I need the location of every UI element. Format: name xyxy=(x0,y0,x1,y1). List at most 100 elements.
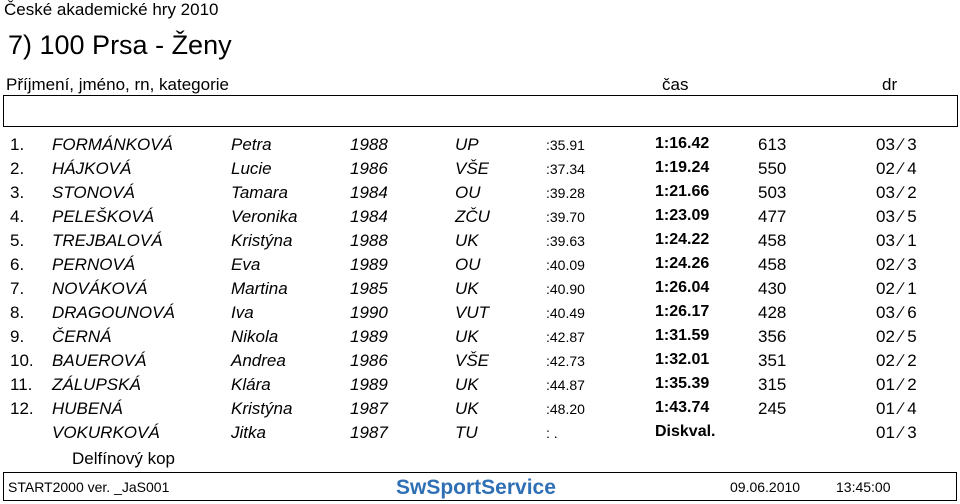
birth-year: 1986 xyxy=(350,351,388,370)
club: OU xyxy=(455,183,481,202)
split-time: :39.28 xyxy=(546,185,585,201)
split-time: :39.70 xyxy=(546,209,585,225)
result-row: 6. PERNOVÁ Eva 1989 OU:40.09 1:24.26 458 02 ∕ 3 xyxy=(0,255,960,279)
surname: PERNOVÁ xyxy=(52,255,136,274)
first-name: Petra xyxy=(231,135,272,154)
rank: 10. xyxy=(10,351,34,370)
first-name: Iva xyxy=(231,303,254,322)
points: 245 xyxy=(758,399,787,418)
result-row: VOKURKOVÁ Jitka 1987 TU: . Diskval. 01 ∕ 3 xyxy=(0,423,960,447)
rank: 2. xyxy=(10,159,25,178)
final-time: 1:24.26 xyxy=(655,255,710,272)
final-time: 1:26.17 xyxy=(655,303,710,320)
split-time: :39.63 xyxy=(546,233,585,249)
surname: VOKURKOVÁ xyxy=(52,423,160,442)
split-time: :40.49 xyxy=(546,305,585,321)
result-row: 12. HUBENÁ Kristýna 1987 UK:48.20 1:43.74 245 0… xyxy=(0,399,960,423)
heat-lane: 03 ∕ 6 xyxy=(876,303,917,322)
print-time: 13:45:00 xyxy=(836,479,891,495)
heat-lane: 02 ∕ 5 xyxy=(876,327,917,346)
heat-lane: 02 ∕ 3 xyxy=(876,255,917,274)
split-time: :40.09 xyxy=(546,257,585,273)
first-name: Kristýna xyxy=(231,231,293,250)
heat-lane: 02 ∕ 4 xyxy=(876,159,917,178)
column-header-dr: dr xyxy=(882,75,898,94)
rank: 8. xyxy=(10,303,25,322)
rank: 5. xyxy=(10,231,25,250)
split-time: :48.20 xyxy=(546,401,585,417)
rank: 1. xyxy=(10,135,25,154)
final-time: Diskval. xyxy=(655,423,716,440)
birth-year: 1984 xyxy=(350,207,388,226)
event-name: České akademické hry 2010 xyxy=(4,0,219,19)
surname: NOVÁKOVÁ xyxy=(52,279,148,298)
final-time: 1:23.09 xyxy=(655,207,710,224)
split-time: :42.73 xyxy=(546,353,585,369)
result-row: 11. ZÁLUPSKÁ Klára 1989 UK:44.87 1:35.39 315 01… xyxy=(0,375,960,399)
birth-year: 1990 xyxy=(350,303,388,322)
points: 503 xyxy=(758,183,787,202)
swsportservice-logo: SwSportService xyxy=(396,476,556,499)
club: VŠE xyxy=(455,351,490,370)
club: UK xyxy=(455,279,479,298)
result-row: 7. NOVÁKOVÁ Martina 1985 UK:40.90 1:26.04 430 0… xyxy=(0,279,960,303)
first-name: Tamara xyxy=(231,183,289,202)
surname: HÁJKOVÁ xyxy=(52,159,132,178)
result-row: 8. DRAGOUNOVÁ Iva 1990 VUT:40.49 1:26.17 428 03… xyxy=(0,303,960,327)
column-header-time: čas xyxy=(662,75,689,94)
birth-year: 1989 xyxy=(350,327,388,346)
rank: 12. xyxy=(10,399,34,418)
final-time: 1:32.01 xyxy=(655,351,710,368)
column-header-name: Příjmení, jméno, rn, kategorie xyxy=(6,75,229,94)
points: 458 xyxy=(758,231,787,250)
birth-year: 1985 xyxy=(350,279,388,298)
surname: BAUEROVÁ xyxy=(52,351,147,370)
result-row: 2. HÁJKOVÁ Lucie 1986 VŠE:37.34 1:19.24 550 02 … xyxy=(0,159,960,183)
header-border-right xyxy=(957,95,958,127)
split-time: :44.87 xyxy=(546,377,585,393)
header-border-left xyxy=(3,95,4,127)
points: 458 xyxy=(758,255,787,274)
heat-lane: 03 ∕ 5 xyxy=(876,207,917,226)
birth-year: 1988 xyxy=(350,231,388,250)
points: 315 xyxy=(758,375,787,394)
surname: ZÁLUPSKÁ xyxy=(52,375,141,394)
footer-bar: START2000 ver. _JaS001 SwSportService 09… xyxy=(3,472,957,501)
result-row: 9. ČERNÁ Nikola 1989 UK:42.87 1:31.59 356 02 ∕ … xyxy=(0,327,960,351)
rank: 7. xyxy=(10,279,25,298)
points: 550 xyxy=(758,159,787,178)
club: UK xyxy=(455,375,479,394)
heat-lane: 01 ∕ 4 xyxy=(876,399,917,418)
club: VŠE xyxy=(455,159,490,178)
birth-year: 1986 xyxy=(350,159,388,178)
surname: TREJBALOVÁ xyxy=(52,231,163,250)
print-date: 09.06.2010 xyxy=(730,479,801,495)
final-time: 1:31.59 xyxy=(655,327,710,344)
rank: 11. xyxy=(10,375,33,394)
final-time: 1:35.39 xyxy=(655,375,710,392)
club: UK xyxy=(455,231,479,250)
club: UK xyxy=(455,399,479,418)
heat-lane: 01 ∕ 3 xyxy=(876,423,917,442)
points: 356 xyxy=(758,327,787,346)
split-time: :35.91 xyxy=(546,137,585,153)
first-name: Eva xyxy=(231,255,261,274)
club: VUT xyxy=(455,303,489,322)
rank: 9. xyxy=(10,327,25,346)
split-time: :37.34 xyxy=(546,161,585,177)
final-time: 1:21.66 xyxy=(655,183,710,200)
surname: DRAGOUNOVÁ xyxy=(52,303,175,322)
header-divider-bottom xyxy=(3,126,957,127)
result-row: 1. FORMÁNKOVÁ Petra 1988 UP:35.91 1:16.42 613 0… xyxy=(0,135,960,159)
birth-year: 1988 xyxy=(350,135,388,154)
rank: 6. xyxy=(10,255,25,274)
heat-lane: 03 ∕ 1 xyxy=(876,231,917,250)
first-name: Nikola xyxy=(231,327,279,346)
first-name: Veronika xyxy=(231,207,298,226)
birth-year: 1984 xyxy=(350,183,388,202)
first-name: Martina xyxy=(231,279,288,298)
final-time: 1:19.24 xyxy=(655,159,710,176)
final-time: 1:43.74 xyxy=(655,399,710,416)
heat-lane: 02 ∕ 1 xyxy=(876,279,917,298)
birth-year: 1987 xyxy=(350,423,388,442)
